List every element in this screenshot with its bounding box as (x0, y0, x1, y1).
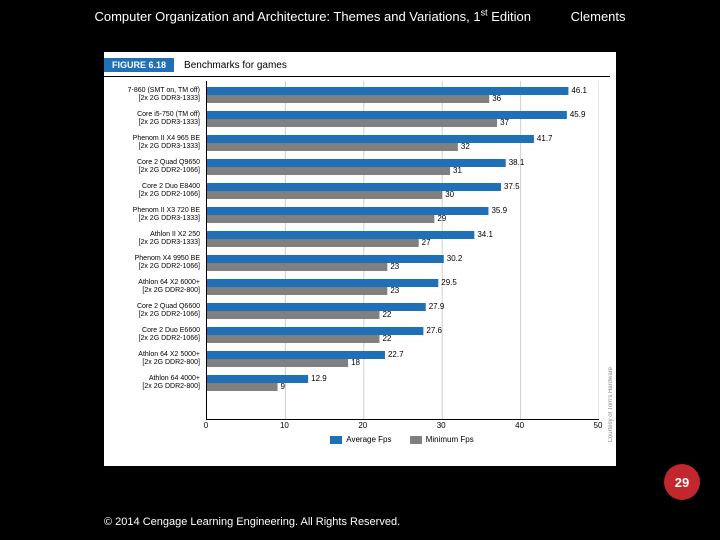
bar-avg (207, 279, 438, 287)
bar-min (207, 143, 458, 151)
legend-min: Minimum Fps (410, 435, 474, 444)
legend-label-avg: Average Fps (346, 435, 391, 444)
bar-min (207, 191, 442, 199)
book-title: Computer Organization and Architecture: … (94, 9, 531, 24)
x-tick: 30 (437, 421, 446, 430)
legend: Average Fps Minimum Fps (206, 435, 598, 446)
value-avg: 37.5 (504, 182, 520, 191)
category-label: Core 2 Duo E6600[2x 2G DDR2-1066] (106, 327, 200, 343)
category-label: Core 2 Duo E8400[2x 2G DDR2-1066] (106, 183, 200, 199)
figure-separator (104, 76, 610, 77)
value-avg: 45.9 (570, 110, 586, 119)
category-label: Phenom X4 9950 BE[2x 2G DDR2-1066] (106, 255, 200, 271)
value-avg: 27.9 (429, 302, 445, 311)
figure-label: FIGURE 6.18 (104, 58, 174, 72)
category-label: Phenom II X4 965 BE[2x 2G DDR3-1333] (106, 135, 200, 151)
bar-min (207, 263, 387, 271)
category-label: Athlon 64 X2 6000+[2x 2G DDR2-800] (106, 279, 200, 295)
category-label: Athlon 64 X2 5000+[2x 2G DDR2-800] (106, 351, 200, 367)
bar-avg (207, 87, 568, 95)
value-min: 37 (500, 118, 509, 127)
legend-avg: Average Fps (330, 435, 391, 444)
value-min: 23 (390, 262, 399, 271)
figure-title-bar: FIGURE 6.18 Benchmarks for games (104, 52, 616, 76)
category-label: Core i5-750 (TM off)[2x 2G DDR3-1333] (106, 111, 200, 127)
bar-min (207, 359, 348, 367)
plot-region: 46.1 36 45.9 37 41.7 32 38.1 31 37.5 30 35.9 29 34.1… (206, 81, 599, 420)
x-tick: 50 (594, 421, 603, 430)
category-label: 7-860 (SMT on, TM off)[2x 2G DDR3-1333] (106, 87, 200, 103)
value-avg: 41.7 (537, 134, 553, 143)
value-avg: 12.9 (311, 374, 327, 383)
legend-swatch-min (410, 436, 422, 444)
value-avg: 38.1 (509, 158, 525, 167)
bar-avg (207, 303, 426, 311)
x-tick: 40 (515, 421, 524, 430)
value-avg: 34.1 (477, 230, 493, 239)
slide: Computer Organization and Architecture: … (0, 0, 720, 540)
value-avg: 35.9 (491, 206, 507, 215)
bar-min (207, 287, 387, 295)
bar-min (207, 311, 379, 319)
value-avg: 27.6 (426, 326, 442, 335)
value-min: 22 (382, 310, 391, 319)
page-number-badge: 29 (664, 464, 700, 500)
bar-min (207, 335, 379, 343)
value-min: 22 (382, 334, 391, 343)
value-min: 23 (390, 286, 399, 295)
value-avg: 30.2 (447, 254, 463, 263)
bar-min (207, 239, 419, 247)
category-label: Athlon 64 4000+[2x 2G DDR2-800] (106, 375, 200, 391)
image-credit: Courtesy of Tom's Hardware (608, 367, 614, 442)
bar-min (207, 383, 278, 391)
legend-swatch-avg (330, 436, 342, 444)
bars-svg (207, 81, 599, 419)
bar-avg (207, 255, 444, 263)
value-avg: 22.7 (388, 350, 404, 359)
x-axis-ticks: 01020304050 (206, 419, 598, 433)
x-tick: 0 (204, 421, 208, 430)
category-label: Core 2 Quad Q6600[2x 2G DDR2-1066] (106, 303, 200, 319)
slide-header: Computer Organization and Architecture: … (0, 8, 720, 24)
value-min: 9 (281, 382, 285, 391)
x-tick: 20 (358, 421, 367, 430)
value-min: 29 (437, 214, 446, 223)
bar-avg (207, 111, 567, 119)
bar-min (207, 215, 434, 223)
value-avg: 29.5 (441, 278, 457, 287)
author-name: Clements (571, 9, 626, 24)
category-label: Core 2 Quad Q9650[2x 2G DDR2-1066] (106, 159, 200, 175)
value-min: 18 (351, 358, 360, 367)
bar-avg (207, 375, 308, 383)
legend-label-min: Minimum Fps (426, 435, 474, 444)
bar-min (207, 95, 489, 103)
value-min: 36 (492, 94, 501, 103)
value-min: 31 (453, 166, 462, 175)
chart-area: 7-860 (SMT on, TM off)[2x 2G DDR3-1333] C… (106, 81, 606, 429)
bar-avg (207, 183, 501, 191)
value-min: 32 (461, 142, 470, 151)
value-min: 27 (422, 238, 431, 247)
bar-avg (207, 135, 534, 143)
x-tick: 10 (280, 421, 289, 430)
bar-min (207, 119, 497, 127)
category-label: Phenom II X3 720 BE[2x 2G DDR3-1333] (106, 207, 200, 223)
bar-avg (207, 231, 474, 239)
bar-min (207, 167, 450, 175)
copyright-footer: © 2014 Cengage Learning Engineering. All… (104, 516, 400, 528)
category-label: Athlon II X2 250[2x 2G DDR3-1333] (106, 231, 200, 247)
figure-panel: FIGURE 6.18 Benchmarks for games 7-860 (… (104, 52, 616, 466)
value-min: 30 (445, 190, 454, 199)
figure-caption: Benchmarks for games (184, 60, 287, 71)
value-avg: 46.1 (571, 86, 587, 95)
